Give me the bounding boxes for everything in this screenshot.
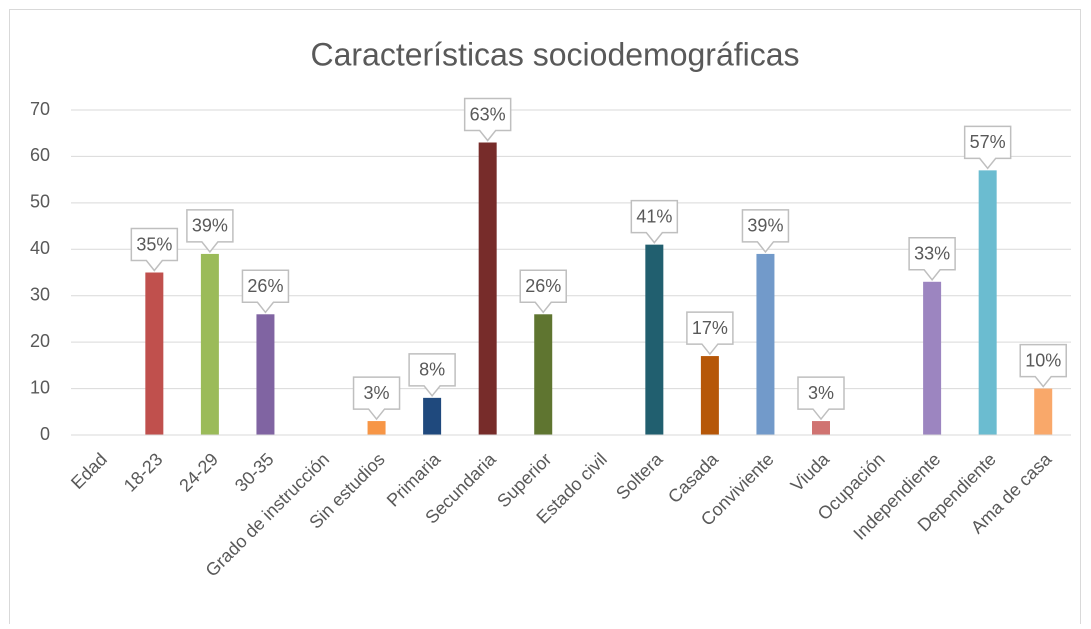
bar <box>423 397 442 435</box>
callout <box>1019 343 1067 388</box>
callout <box>463 97 512 142</box>
data-label: 26% <box>247 276 283 296</box>
y-tick-label: 0 <box>40 424 50 444</box>
y-tick-label: 60 <box>30 145 50 165</box>
callout <box>797 376 845 421</box>
bar <box>145 272 164 435</box>
bar <box>256 314 275 435</box>
data-label: 63% <box>470 104 506 124</box>
data-label: 57% <box>970 132 1006 152</box>
chart-title: Características sociodemográficas <box>310 36 799 72</box>
bar <box>645 244 664 435</box>
bar <box>923 281 942 435</box>
callout <box>130 227 179 272</box>
callout <box>408 353 456 398</box>
data-label: 35% <box>136 234 172 254</box>
bar <box>367 421 386 435</box>
data-label: 3% <box>364 383 390 403</box>
y-tick-label: 40 <box>30 238 50 258</box>
bar <box>1034 388 1053 435</box>
y-tick-label: 30 <box>30 284 50 304</box>
callout <box>352 376 401 421</box>
data-label: 26% <box>525 276 561 296</box>
data-label: 39% <box>192 216 228 236</box>
bar <box>200 253 219 435</box>
y-tick-label: 70 <box>30 99 50 119</box>
data-label: 33% <box>914 244 950 264</box>
callout <box>241 269 290 314</box>
callout <box>908 237 956 281</box>
callout <box>186 209 234 254</box>
data-label: 10% <box>1025 350 1061 370</box>
bar <box>756 253 775 435</box>
data-label: 17% <box>692 318 728 338</box>
data-label: 39% <box>747 216 783 236</box>
bar <box>700 356 719 435</box>
bar <box>812 421 830 435</box>
y-tick-label: 50 <box>30 192 50 212</box>
bar <box>978 170 997 435</box>
y-tick-label: 20 <box>30 331 50 351</box>
callout <box>963 125 1012 170</box>
bar <box>478 142 497 435</box>
data-label: 41% <box>636 206 672 226</box>
y-tick-label: 10 <box>30 377 50 397</box>
callout <box>519 269 567 314</box>
callout <box>686 311 734 356</box>
data-label: 3% <box>808 383 834 403</box>
callout <box>741 209 790 254</box>
bar <box>534 314 553 435</box>
data-label: 8% <box>419 360 445 380</box>
callout <box>630 199 679 244</box>
